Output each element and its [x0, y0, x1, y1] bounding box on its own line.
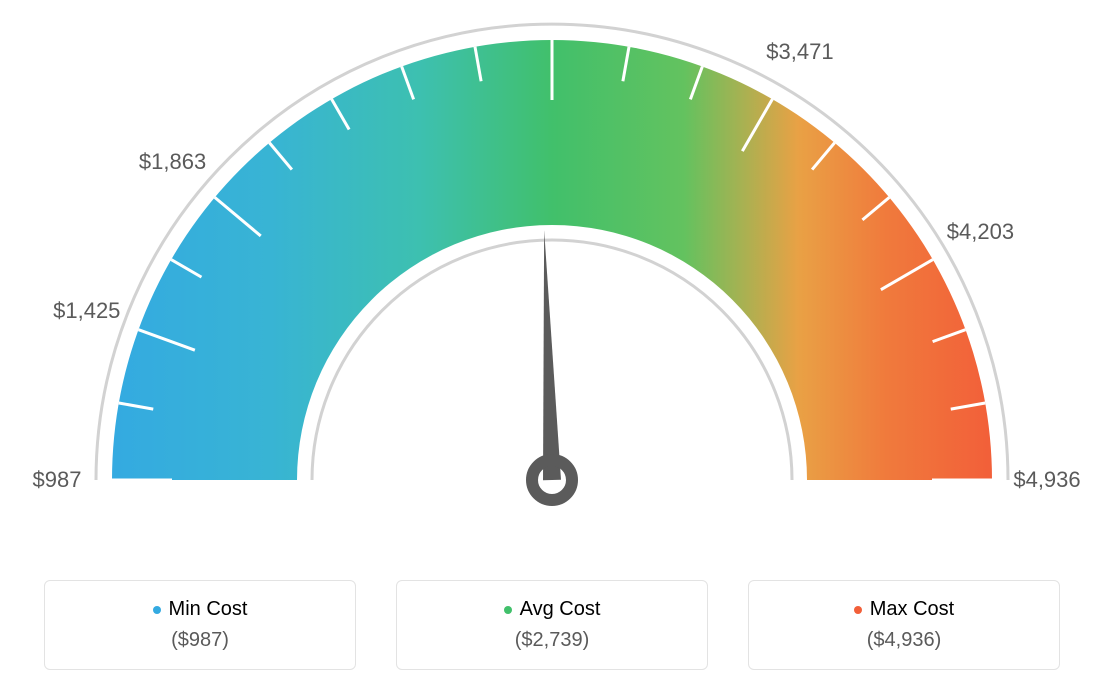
- dot-icon: [854, 606, 862, 614]
- legend-value-min: ($987): [171, 629, 229, 652]
- gauge-tick-label: $4,936: [1013, 467, 1080, 493]
- gauge-area: $987$1,425$1,863$2,739$3,471$4,203$4,936: [0, 0, 1104, 560]
- gauge-tick-label: $987: [33, 467, 82, 493]
- legend-value-avg: ($2,739): [515, 629, 590, 652]
- gauge-tick-label: $1,425: [53, 298, 120, 324]
- legend-title-avg: Avg Cost: [504, 598, 601, 621]
- cost-gauge-infographic: $987$1,425$1,863$2,739$3,471$4,203$4,936…: [0, 0, 1104, 690]
- legend-row: Min Cost ($987) Avg Cost ($2,739) Max Co…: [0, 580, 1104, 670]
- legend-card-avg: Avg Cost ($2,739): [396, 580, 708, 670]
- legend-title-max: Max Cost: [854, 598, 954, 621]
- legend-card-max: Max Cost ($4,936): [748, 580, 1060, 670]
- legend-title-text: Avg Cost: [520, 598, 601, 621]
- legend-title-min: Min Cost: [153, 598, 248, 621]
- gauge-tick-label: $1,863: [139, 149, 206, 175]
- gauge-svg: [0, 0, 1104, 560]
- legend-card-min: Min Cost ($987): [44, 580, 356, 670]
- legend-title-text: Max Cost: [870, 598, 954, 621]
- gauge-tick-label: $3,471: [766, 39, 833, 65]
- dot-icon: [504, 606, 512, 614]
- legend-title-text: Min Cost: [169, 598, 248, 621]
- legend-value-max: ($4,936): [867, 629, 942, 652]
- gauge-tick-label: $4,203: [947, 219, 1014, 245]
- dot-icon: [153, 606, 161, 614]
